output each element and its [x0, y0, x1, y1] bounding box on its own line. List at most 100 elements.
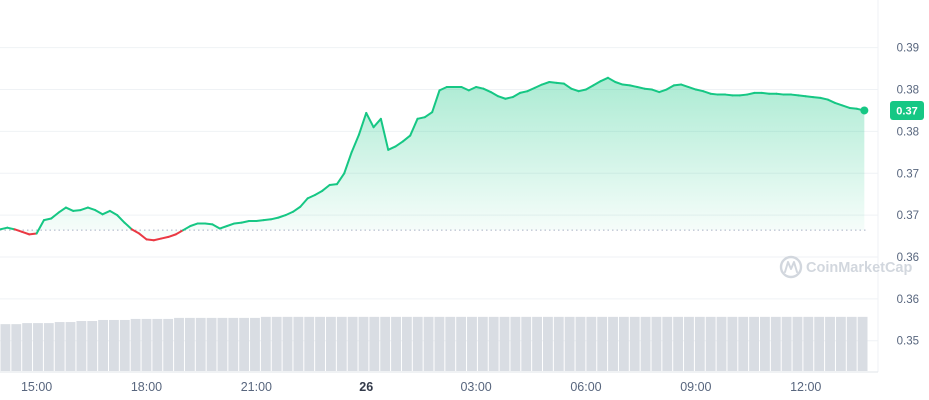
volume-bar: [521, 316, 532, 371]
volume-bar: [694, 316, 705, 371]
volume-bar: [401, 316, 412, 371]
price-line-segment: [555, 81, 566, 85]
price-line-segment: [218, 225, 229, 230]
volume-bar: [87, 321, 98, 371]
price-line-segment: [255, 219, 265, 222]
volume-bar: [336, 316, 347, 371]
volume-bar: [445, 316, 456, 371]
price-line-segment: [709, 92, 719, 96]
y-tick-label: 0.37: [897, 210, 919, 222]
price-line-segment: [409, 117, 419, 137]
x-tick-label: 26: [359, 380, 373, 394]
volume-bar: [651, 316, 662, 371]
volume-bar: [618, 316, 629, 371]
price-line-segment: [79, 206, 89, 212]
price-line-segment: [182, 225, 192, 232]
price-line-segment: [387, 145, 397, 151]
volume-bar: [760, 316, 770, 371]
price-line-segment: [658, 88, 668, 94]
volume-bar: [488, 316, 499, 371]
price-line-segment: [262, 218, 273, 222]
price-line-segment: [819, 96, 829, 101]
price-line-segment: [614, 81, 624, 86]
x-tick-label: 09:00: [680, 380, 711, 394]
price-line-segment: [541, 81, 551, 86]
price-line-segment: [211, 223, 221, 230]
price-line-segment: [636, 86, 646, 90]
price-line-segment: [277, 214, 287, 219]
price-line-segment: [775, 92, 785, 96]
price-area-fill: [0, 77, 865, 241]
volume-bar: [749, 316, 759, 371]
volume-bar: [608, 316, 618, 371]
price-line-segment: [438, 86, 448, 92]
volume-bar: [510, 316, 521, 371]
volume-bar: [640, 316, 651, 371]
volume-bar: [271, 316, 282, 371]
volume-bar: [532, 316, 542, 371]
price-line-segment: [226, 222, 236, 227]
y-tick-label: 0.39: [897, 43, 919, 55]
price-line-segment: [335, 172, 346, 186]
y-axis: 0.35 0.36 0.36 0.37 0.37 0.38 0.38 0.39: [897, 43, 919, 348]
volume-bar: [835, 316, 846, 371]
price-line-segment: [702, 90, 712, 95]
x-tick-label: 03:00: [460, 380, 491, 394]
price-line-segment: [189, 222, 199, 227]
volume-bar: [195, 317, 206, 371]
volume-bar: [770, 316, 781, 371]
price-line-segment: [577, 88, 587, 93]
volume-bar: [65, 322, 76, 371]
price-line-segment: [584, 84, 595, 91]
volume-bar: [109, 319, 119, 371]
price-line-segment: [174, 229, 185, 236]
price-line-segment: [42, 217, 53, 222]
volume-bar: [0, 324, 11, 371]
price-line-segment: [694, 88, 705, 93]
volume-bar: [792, 316, 803, 371]
price-line-segment: [724, 93, 734, 97]
price-line-segment: [834, 101, 844, 107]
volume-bar: [282, 316, 293, 371]
price-line-segment: [460, 86, 470, 92]
volume-bar: [434, 316, 445, 371]
price-line-segment: [138, 232, 148, 241]
price-line-segment: [72, 209, 82, 212]
price-line-segment: [167, 233, 177, 238]
volume-bar: [564, 316, 575, 371]
y-tick-label: 0.37: [897, 168, 919, 180]
volume-bar: [391, 316, 401, 371]
price-line-segment: [790, 93, 800, 97]
price-line-segment: [489, 91, 500, 98]
volume-bar: [705, 316, 716, 371]
volume-bars: [0, 316, 868, 371]
volume-bar: [184, 317, 195, 371]
volume-bar: [467, 316, 477, 371]
price-line-segment: [423, 111, 434, 119]
volume-bar: [98, 319, 108, 371]
volume-bar: [781, 316, 792, 371]
y-tick-label: 0.36: [897, 252, 919, 264]
price-line-segment: [628, 84, 639, 89]
price-line-segment: [343, 151, 353, 175]
price-line-segment: [57, 206, 67, 214]
current-price-badge: 0.37: [890, 100, 924, 120]
price-line-segment: [738, 93, 749, 97]
volume-bar: [684, 316, 694, 371]
price-line-segment: [665, 84, 675, 91]
volume-bar: [33, 323, 43, 371]
x-tick-label: 21:00: [241, 380, 272, 394]
volume-bar: [347, 316, 358, 371]
volume-bar: [250, 317, 260, 371]
price-line-segment: [284, 210, 294, 217]
volume-bar: [130, 318, 141, 371]
price-line: [0, 76, 866, 242]
volume-bar: [304, 316, 315, 371]
volume-bar: [119, 319, 130, 371]
volume-bar: [586, 316, 597, 371]
x-tick-label: 15:00: [21, 380, 52, 394]
watermark-text: CoinMarketCap: [806, 260, 912, 276]
volume-bar: [326, 316, 336, 371]
x-tick-label: 12:00: [790, 380, 821, 394]
